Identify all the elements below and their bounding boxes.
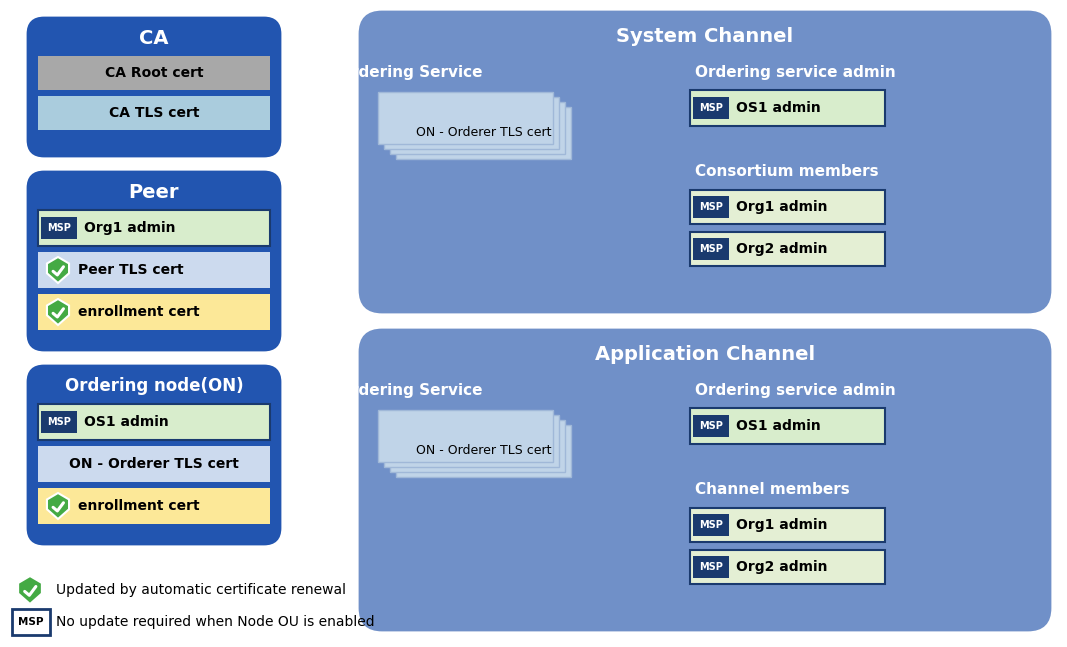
Text: Channel members: Channel members [695,483,849,498]
Bar [38,446,270,482]
Bar [692,514,729,536]
Bar [378,92,553,144]
FancyBboxPatch shape [28,172,280,350]
Text: Org1 admin: Org1 admin [736,518,828,532]
Bar [12,609,50,635]
Bar [38,404,270,440]
FancyBboxPatch shape [28,366,280,544]
Text: No update required when Node OU is enabled: No update required when Node OU is enabl… [55,615,375,629]
Bar [690,550,885,584]
Bar [396,107,571,159]
Polygon shape [18,576,42,604]
Bar [391,420,566,472]
Text: MSP: MSP [47,417,70,427]
Polygon shape [47,299,69,325]
Text: OS1 admin: OS1 admin [736,419,821,433]
Bar [38,294,270,330]
Text: MSP: MSP [699,562,723,572]
Bar [384,415,559,467]
Text: OS1 admin: OS1 admin [736,101,821,115]
Text: ON - Orderer TLS cert: ON - Orderer TLS cert [416,444,552,457]
FancyBboxPatch shape [360,330,1050,630]
Text: Org1 admin: Org1 admin [84,221,175,235]
Text: MSP: MSP [18,617,44,627]
Bar [690,408,885,444]
Text: ON - Orderer TLS cert: ON - Orderer TLS cert [416,127,552,140]
Text: Application Channel: Application Channel [595,344,815,364]
Text: Ordering Service: Ordering Service [338,382,482,397]
Text: MSP: MSP [699,520,723,530]
Bar [396,425,571,477]
Bar [38,488,270,524]
Bar [692,556,729,578]
Text: OS1 admin: OS1 admin [84,415,169,429]
Bar [692,196,729,218]
Text: System Channel: System Channel [617,27,794,45]
Text: Consortium members: Consortium members [695,164,878,179]
Text: Peer: Peer [129,182,179,201]
Bar [378,410,553,462]
Text: CA TLS cert: CA TLS cert [109,106,200,120]
Text: Ordering service admin: Ordering service admin [695,382,896,397]
FancyBboxPatch shape [28,18,280,156]
Text: Ordering node(ON): Ordering node(ON) [65,377,243,395]
Bar [690,190,885,224]
Bar [38,56,270,90]
Text: MSP: MSP [699,103,723,113]
Text: Org1 admin: Org1 admin [736,200,828,214]
Bar [38,210,270,246]
Text: MSP: MSP [699,244,723,254]
Polygon shape [47,493,69,519]
Bar [41,411,77,433]
Text: enrollment cert: enrollment cert [78,305,200,319]
Bar [692,415,729,437]
Bar [384,97,559,149]
Bar [38,96,270,130]
Text: enrollment cert: enrollment cert [78,499,200,513]
Text: Org2 admin: Org2 admin [736,560,828,574]
Text: MSP: MSP [47,223,70,233]
Text: Peer TLS cert: Peer TLS cert [78,263,184,277]
Text: MSP: MSP [699,202,723,212]
Text: CA: CA [140,28,169,47]
Bar [690,508,885,542]
Text: Ordering Service: Ordering Service [338,65,482,80]
Text: MSP: MSP [699,421,723,431]
Bar [690,90,885,126]
Bar [38,252,270,288]
Text: Org2 admin: Org2 admin [736,242,828,256]
Bar [692,97,729,119]
Text: Ordering service admin: Ordering service admin [695,65,896,80]
Text: ON - Orderer TLS cert: ON - Orderer TLS cert [69,457,239,471]
Text: Updated by automatic certificate renewal: Updated by automatic certificate renewal [55,583,346,597]
Text: CA Root cert: CA Root cert [105,66,204,80]
Bar [690,232,885,266]
Bar [41,217,77,239]
FancyBboxPatch shape [360,12,1050,312]
Bar [692,238,729,260]
Polygon shape [47,257,69,283]
Bar [391,102,566,154]
